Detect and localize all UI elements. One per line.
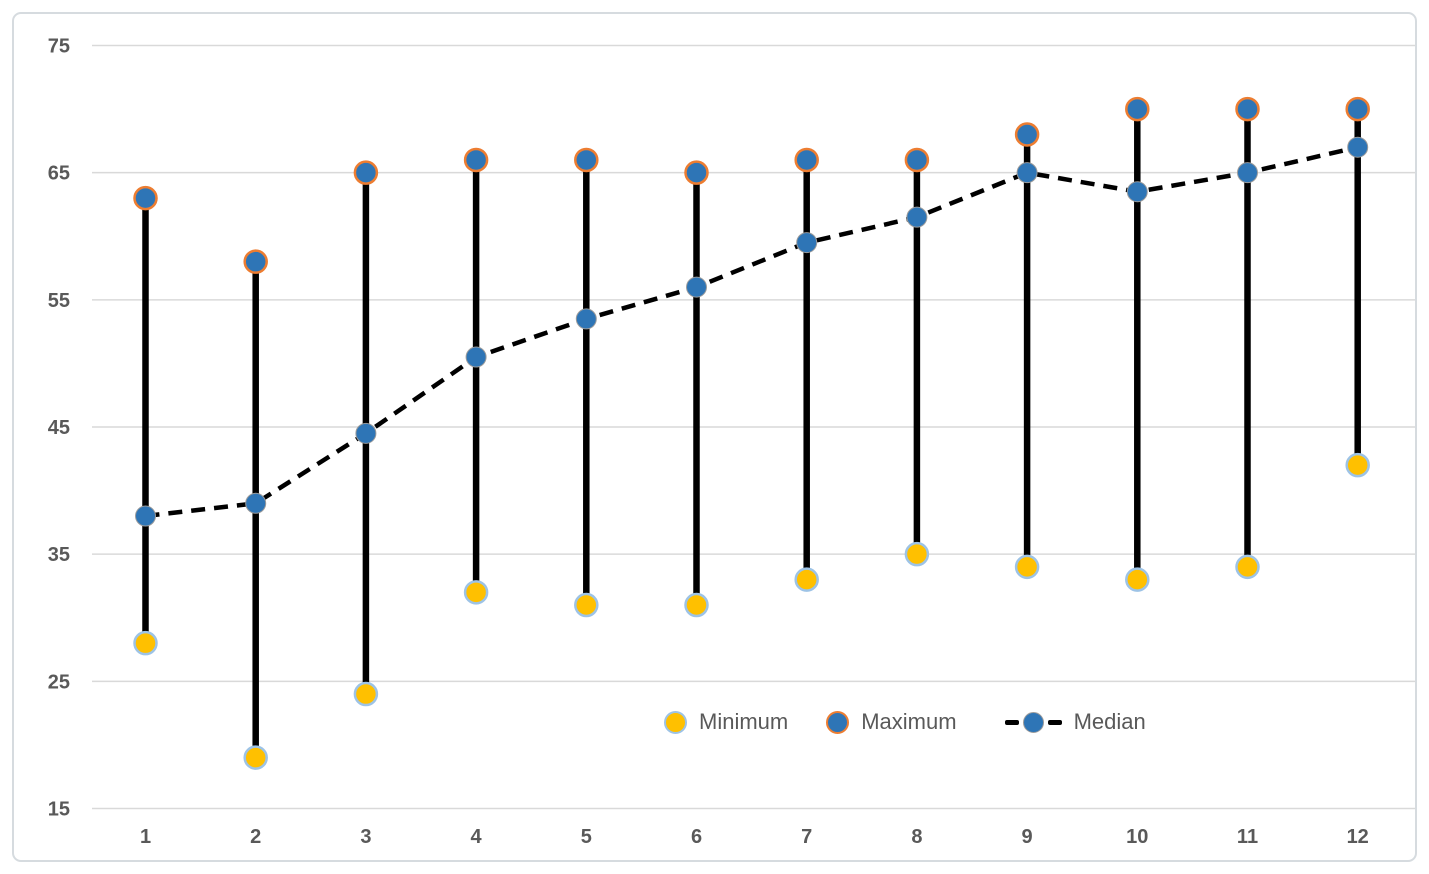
legend-item-minimum: Minimum	[664, 706, 788, 738]
x-tick-label-2: 2	[250, 826, 261, 848]
minimum-marker-9	[1014, 554, 1040, 580]
x-tick-label-3: 3	[360, 826, 371, 848]
minimum-marker-5	[574, 592, 599, 618]
minimum-marker-7	[794, 567, 819, 592]
minimum-marker-icon	[664, 710, 687, 734]
legend-label-median: Median	[1073, 709, 1146, 734]
maximum-marker-12	[1345, 96, 1370, 122]
legend-label-minimum: Minimum	[699, 709, 789, 734]
maximum-marker-6	[684, 160, 709, 185]
median-marker-4	[465, 346, 487, 368]
x-tick-label-7: 7	[801, 826, 812, 848]
minimum-marker-11	[1235, 554, 1260, 580]
maximum-marker-2	[243, 249, 268, 274]
minimum-marker-12	[1345, 452, 1370, 478]
y-tick-label-15: 15	[48, 799, 70, 821]
x-tick-label-9: 9	[1022, 826, 1033, 848]
legend-item-maximum: Maximum	[826, 706, 957, 738]
maximum-marker-icon	[826, 710, 850, 734]
x-tick-label-8: 8	[911, 826, 922, 848]
x-tick-label-5: 5	[581, 826, 592, 848]
chart-legend: Minimum Maximum Median	[664, 706, 1146, 738]
median-marker-11	[1237, 162, 1258, 184]
maximum-marker-8	[904, 147, 930, 173]
maximum-marker-5	[574, 147, 599, 173]
maximum-marker-7	[794, 147, 819, 173]
median-marker-5	[575, 308, 597, 330]
maximum-marker-1	[133, 185, 158, 211]
maximum-marker-3	[353, 160, 379, 185]
median-marker-2	[245, 492, 267, 514]
x-tick-label-11: 11	[1237, 826, 1258, 848]
median-line-icon	[1004, 711, 1062, 733]
legend-item-median: Median	[995, 706, 1146, 738]
median-line	[145, 145, 1359, 519]
y-tick-label-75: 75	[48, 36, 70, 58]
median-marker-6	[686, 276, 707, 298]
minimum-marker-3	[353, 681, 379, 707]
x-tick-label-12: 12	[1347, 826, 1369, 848]
median-marker-8	[906, 206, 928, 228]
chart-frame: 15 25 35 45 55 65 75 1 2 3 4 5 6 7 8 9 10 11 12 Minimum Ma…	[12, 12, 1417, 862]
minimum-marker-4	[463, 580, 489, 605]
median-marker-10	[1126, 181, 1148, 203]
minimum-marker-6	[684, 592, 709, 618]
y-tick-label-55: 55	[48, 290, 70, 312]
median-marker-7	[796, 232, 818, 254]
median-marker-9	[1016, 162, 1038, 184]
y-tick-label-25: 25	[48, 671, 70, 693]
x-tick-label-6: 6	[691, 826, 702, 848]
median-marker-12	[1347, 136, 1369, 158]
maximum-marker-9	[1014, 122, 1040, 147]
minimum-marker-2	[243, 745, 268, 770]
y-tick-label-35: 35	[48, 544, 70, 566]
minimum-marker-10	[1125, 567, 1150, 592]
y-tick-label-45: 45	[48, 417, 70, 439]
x-tick-label-1: 1	[140, 826, 151, 848]
y-tick-label-65: 65	[48, 163, 70, 185]
minimum-marker-1	[133, 630, 158, 656]
median-marker-1	[135, 505, 156, 527]
minimum-marker-8	[904, 541, 930, 567]
maximum-marker-4	[463, 147, 489, 173]
maximum-marker-10	[1125, 96, 1150, 122]
legend-label-maximum: Maximum	[861, 709, 957, 734]
median-marker-3	[355, 422, 377, 444]
x-tick-label-4: 4	[471, 826, 483, 848]
x-tick-label-10: 10	[1126, 826, 1148, 848]
maximum-marker-11	[1235, 96, 1260, 122]
